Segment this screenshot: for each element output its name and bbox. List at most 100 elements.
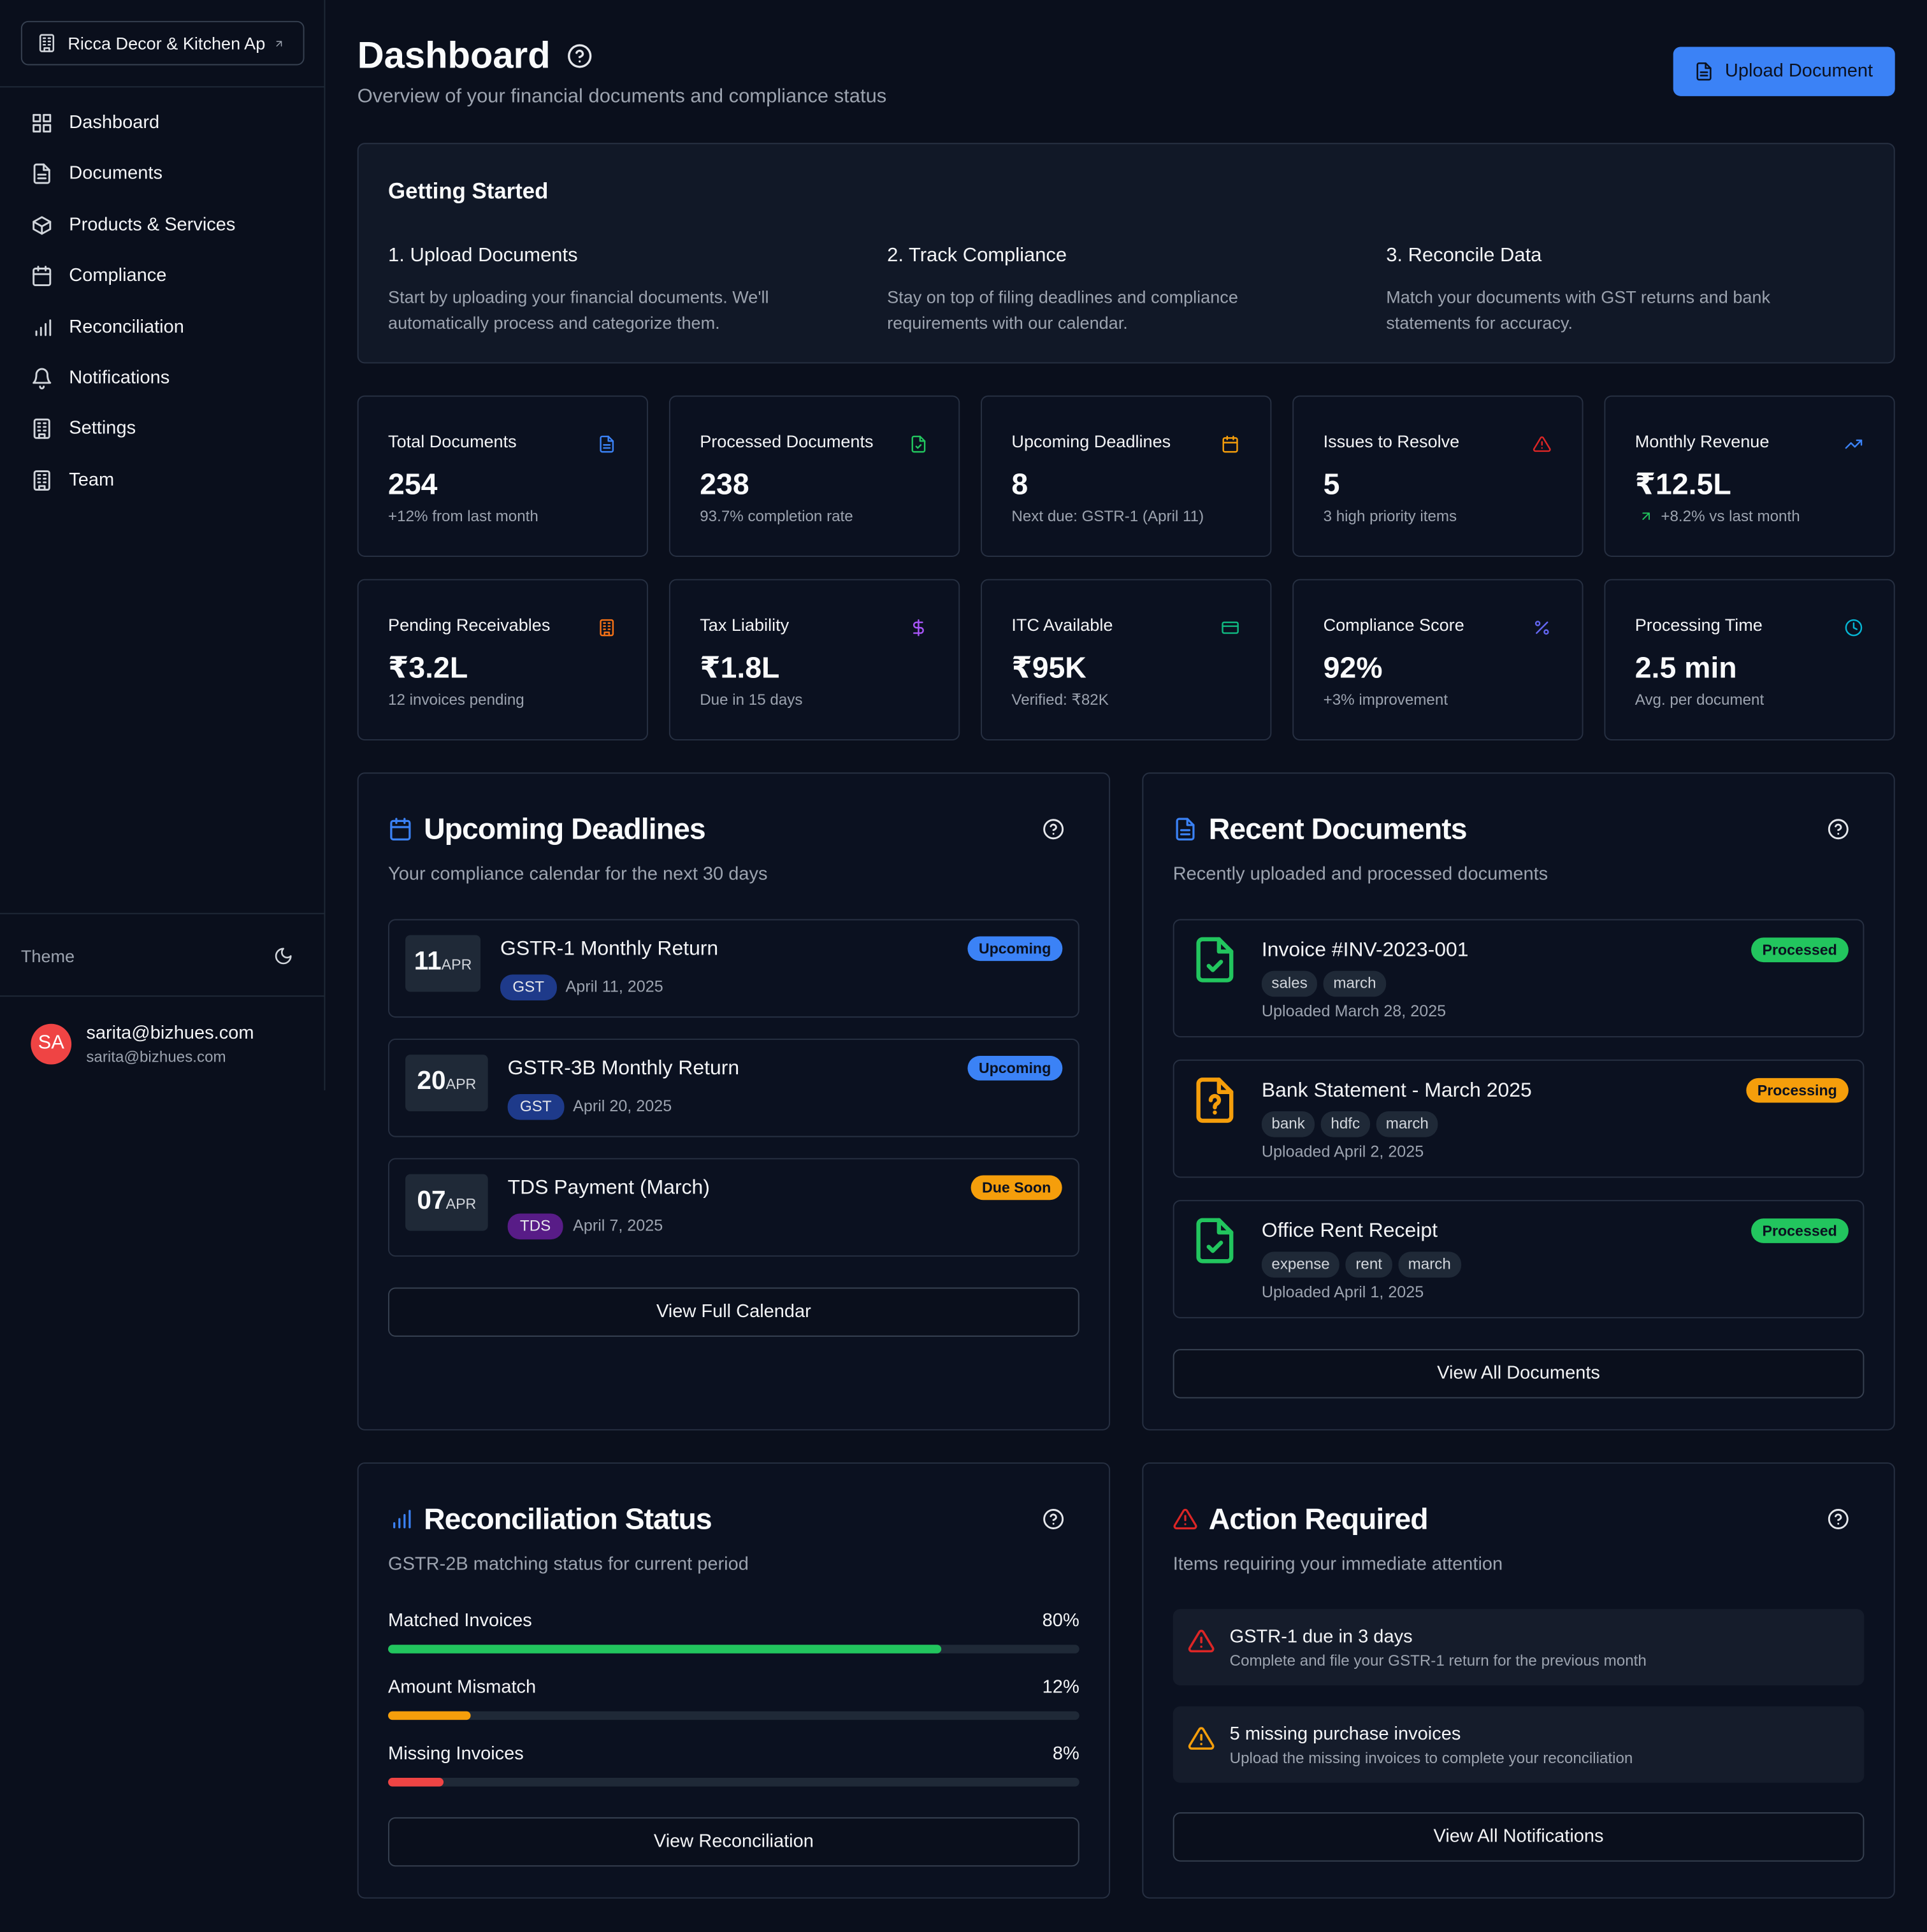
icon-part <box>1536 621 1548 634</box>
document-icon <box>1196 937 1234 983</box>
icon-part <box>1206 937 1234 972</box>
stat-icon <box>600 619 614 637</box>
sidebar <box>0 0 326 1091</box>
avatar-initials: SA <box>38 1033 64 1054</box>
date-month: APR <box>445 1195 477 1213</box>
tag: march <box>1323 970 1387 997</box>
help-icon <box>1043 1509 1064 1529</box>
icon-part <box>39 34 55 52</box>
stat-label: Total Documents <box>388 430 517 451</box>
panel-title: Reconciliation Status <box>424 1503 712 1536</box>
stat-value: 254 <box>388 467 438 501</box>
stat-note: 3 high priority items <box>1323 507 1457 524</box>
nav-label[interactable]: Dashboard <box>69 112 160 133</box>
icon-part <box>1050 1513 1057 1525</box>
getting-started <box>357 143 1895 364</box>
metric-value: 12% <box>1042 1676 1079 1698</box>
stat-card <box>981 395 1272 557</box>
deadline-item <box>388 919 1079 1018</box>
panel-title: Upcoming Deadlines <box>424 812 706 846</box>
icon-part <box>1534 621 1541 626</box>
stat-card <box>357 395 649 557</box>
icon-part <box>1188 1727 1215 1750</box>
tag: march <box>1376 1111 1439 1137</box>
stat-label: Processed Documents <box>700 430 874 451</box>
date-box: 07 APR <box>405 1174 488 1231</box>
nav-label[interactable]: Compliance <box>69 265 167 286</box>
button-label[interactable]: View All Notifications <box>1433 1826 1604 1847</box>
tag: expense <box>1261 1251 1340 1278</box>
icon-part <box>35 319 52 336</box>
stat-card <box>1604 579 1895 741</box>
step-title: 3. Reconcile Data <box>1386 245 1542 267</box>
help-icon <box>568 44 592 68</box>
panel-subtitle: Items requiring your immediate attention <box>1173 1554 1503 1575</box>
stat-icon <box>600 435 614 453</box>
stat-value: 5 <box>1323 467 1340 501</box>
icon-part <box>913 619 924 637</box>
nav-item[interactable] <box>21 408 305 451</box>
nav-item[interactable] <box>21 154 305 196</box>
page-title: Dashboard <box>357 36 551 76</box>
deadline-title: TDS Payment (March) <box>507 1176 710 1199</box>
icon-part <box>1196 1218 1234 1264</box>
deadline-date: April 11, 2025 <box>565 977 663 996</box>
stat-value: ₹1.8L <box>700 651 780 685</box>
stat-label: Pending Receivables <box>388 614 551 634</box>
icon-part <box>37 422 47 440</box>
icon-part <box>1835 823 1842 835</box>
step-text: Stay on top of filing deadlines and comp… <box>887 286 1238 333</box>
button[interactable] <box>388 1287 1079 1337</box>
panel-icon <box>393 1510 411 1529</box>
progress-track <box>388 1711 1079 1720</box>
user-name: sarita@bizhues.com <box>86 1022 254 1044</box>
stat-icon <box>1845 439 1863 449</box>
stat-card <box>668 579 960 741</box>
icon-part <box>1176 818 1195 840</box>
step-text: Start by uploading your financial docume… <box>388 286 769 333</box>
icon-part <box>393 1510 411 1529</box>
stat-label: Issues to Resolve <box>1323 430 1460 451</box>
icon-part <box>32 113 41 122</box>
button[interactable] <box>1173 1812 1865 1862</box>
nav-label[interactable]: Settings <box>69 418 136 440</box>
icon-part <box>600 619 614 637</box>
icon-part <box>1050 823 1057 835</box>
metric-label: Matched Invoices <box>388 1610 532 1631</box>
button[interactable] <box>388 1817 1079 1867</box>
icon-part <box>32 266 52 276</box>
nav-item[interactable] <box>21 459 305 501</box>
org-select[interactable] <box>20 20 305 66</box>
nav-label[interactable]: Team <box>69 469 115 491</box>
nav-label[interactable]: Notifications <box>69 367 170 389</box>
divider <box>0 86 326 88</box>
nav-label[interactable]: Reconciliation <box>69 316 184 337</box>
upload-icon <box>1696 62 1712 81</box>
action-text: Upload the missing invoices to complete … <box>1229 1748 1633 1766</box>
button-label[interactable]: View All Documents <box>1437 1362 1600 1384</box>
tag-row: sales march <box>1261 970 1754 998</box>
button-label[interactable]: View Full Calendar <box>656 1301 811 1322</box>
stat-card <box>1604 395 1895 557</box>
stat-label: Upcoming Deadlines <box>1011 430 1171 451</box>
nav-label[interactable]: Documents <box>69 162 162 184</box>
nav-label[interactable]: Products & Services <box>69 214 236 235</box>
button[interactable] <box>1173 1349 1865 1399</box>
action-item <box>1173 1706 1865 1783</box>
avatar <box>31 1023 72 1065</box>
panel-subtitle: Recently uploaded and processed document… <box>1173 863 1548 885</box>
icon-part <box>43 113 52 122</box>
status-badge: Due Soon <box>971 1175 1062 1200</box>
metric-label: Amount Mismatch <box>388 1676 537 1698</box>
icon-part <box>33 470 50 491</box>
nav-icon <box>33 470 50 491</box>
progress-fill <box>388 1778 444 1787</box>
nav-item[interactable] <box>21 102 305 144</box>
tag: hdfc <box>1320 1111 1370 1137</box>
button-label[interactable]: View Reconciliation <box>653 1831 814 1852</box>
date-box: 20 APR <box>405 1055 488 1112</box>
tag: TDS <box>507 1213 563 1240</box>
help-icon <box>1043 819 1064 840</box>
